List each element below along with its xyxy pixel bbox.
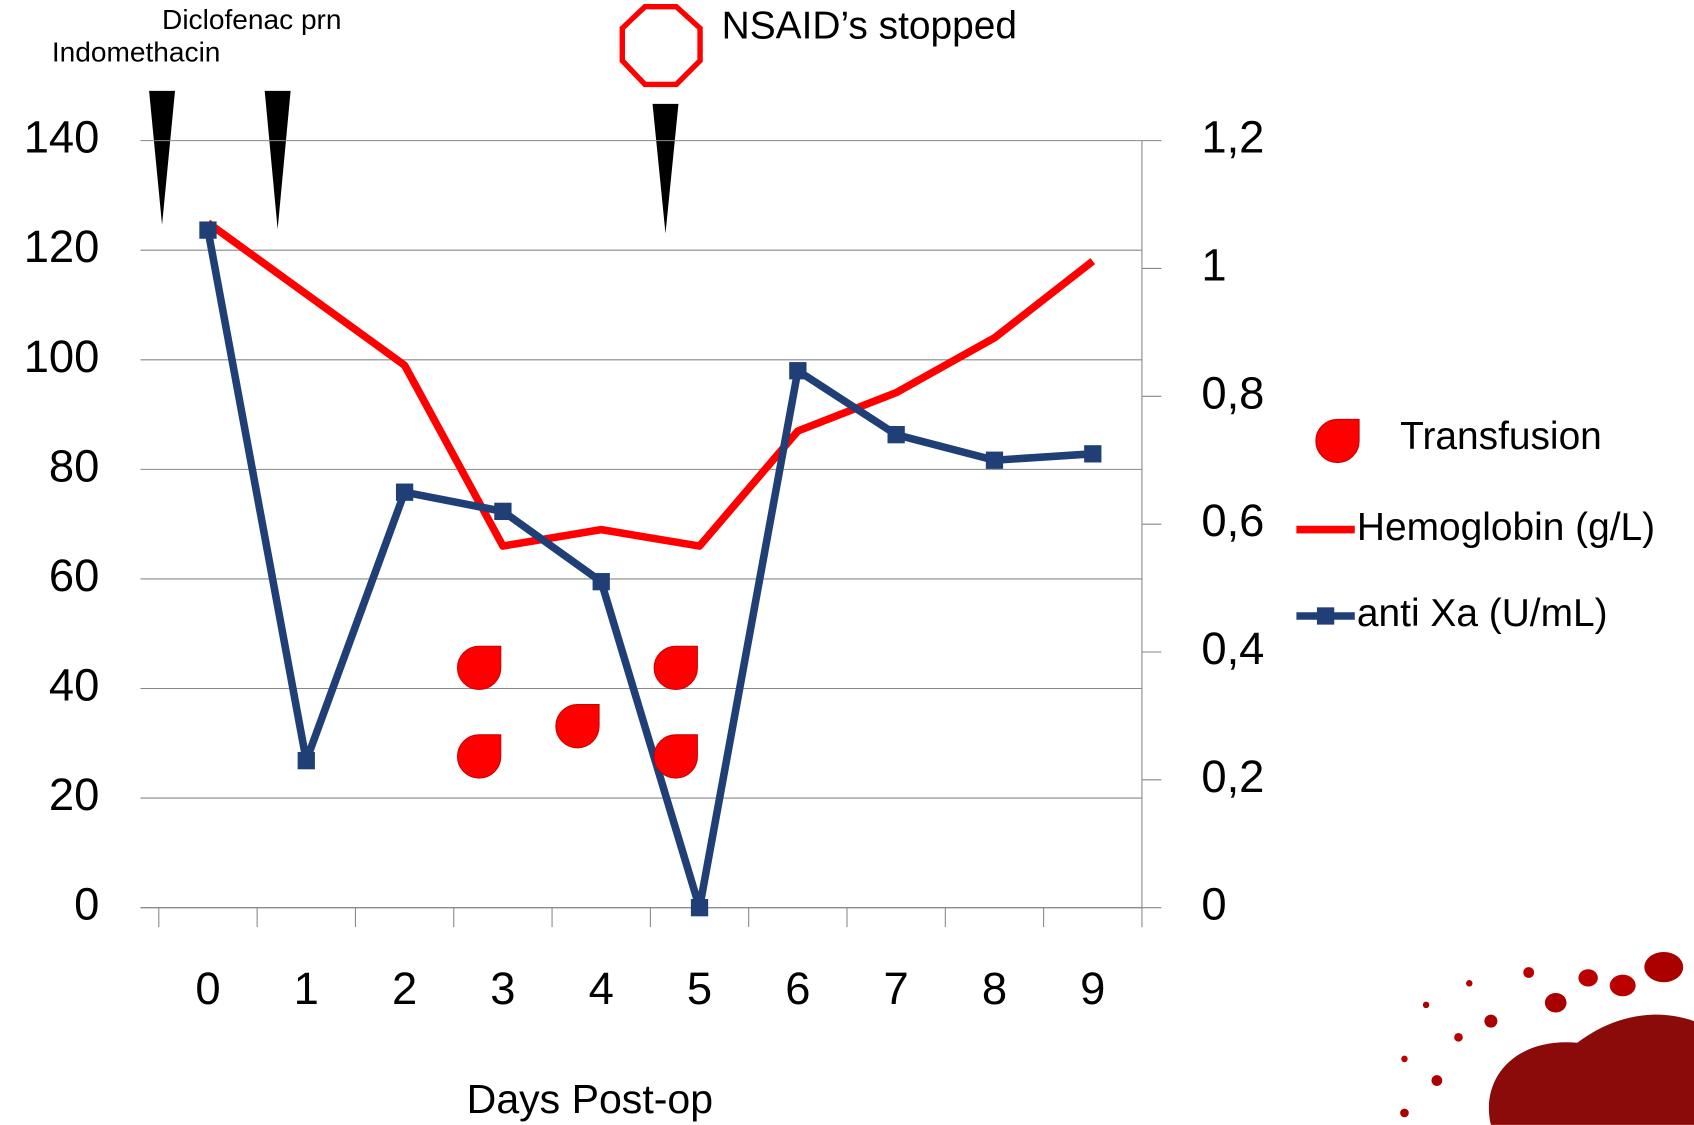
marker: [592, 573, 610, 591]
y-tick-label: 100: [24, 331, 100, 382]
x-tick-label: 9: [1080, 963, 1105, 1014]
transfusion: [555, 704, 600, 749]
y2-tick-label: 0,6: [1201, 495, 1264, 546]
x-tick-label: 8: [982, 963, 1007, 1014]
x-tick-label: 4: [589, 963, 614, 1014]
legend-label: Transfusion: [1400, 415, 1602, 458]
y2-tick-label: 0,8: [1201, 367, 1264, 418]
series-line: [204, 229, 1094, 912]
arrow: [264, 90, 291, 230]
legend-symbol: [1315, 418, 1360, 464]
x-tick-label: 1: [294, 963, 319, 1014]
y-tick-label: 60: [49, 550, 99, 601]
y-tick-label: 80: [49, 440, 99, 491]
annotation: Indomethacin: [52, 37, 221, 68]
y2-tick-label: 1,2: [1201, 112, 1264, 163]
legend-symbol: [1316, 607, 1335, 625]
x-tick-label: 3: [490, 963, 515, 1014]
splatter: [1400, 951, 1694, 1125]
marker: [395, 483, 414, 501]
y-tick-label: 20: [49, 769, 99, 820]
transfusion: [456, 645, 502, 690]
marker: [297, 752, 315, 770]
x-tick-label: 7: [884, 963, 909, 1014]
transfusion: [653, 645, 698, 690]
y2-tick-label: 0: [1201, 879, 1226, 930]
marker: [789, 362, 807, 380]
marker: [199, 221, 217, 239]
series-line: [205, 219, 1096, 550]
x-tick-label: 6: [785, 963, 810, 1014]
y-tick-label: 40: [49, 660, 99, 711]
y2-tick-label: 0,2: [1201, 751, 1264, 802]
annotation: Diclofenac prn: [162, 4, 341, 35]
marker: [1084, 445, 1102, 463]
x-tick-label: 5: [687, 963, 712, 1014]
y2-tick-label: 1: [1201, 239, 1226, 290]
legend-label: anti Xa (U/mL): [1357, 592, 1608, 635]
marker: [887, 426, 905, 444]
x-axis-label: Days Post-op: [467, 1076, 713, 1122]
y-tick-label: 120: [24, 221, 100, 272]
transfusion: [456, 734, 502, 779]
arrow: [149, 90, 176, 225]
y2-tick-label: 0,4: [1201, 623, 1264, 674]
annotation: NSAID’s stopped: [722, 5, 1017, 48]
arrow: [652, 103, 679, 234]
y-tick-label: 140: [24, 112, 100, 163]
transfusion: [653, 734, 698, 779]
legend-label: Hemoglobin (g/L): [1357, 506, 1655, 549]
marker: [985, 451, 1004, 469]
y-tick-label: 0: [74, 879, 99, 930]
stop-sign: [619, 3, 703, 88]
x-tick-label: 0: [195, 963, 220, 1014]
x-tick-label: 2: [392, 963, 417, 1014]
marker: [494, 502, 512, 521]
marker: [690, 899, 709, 917]
